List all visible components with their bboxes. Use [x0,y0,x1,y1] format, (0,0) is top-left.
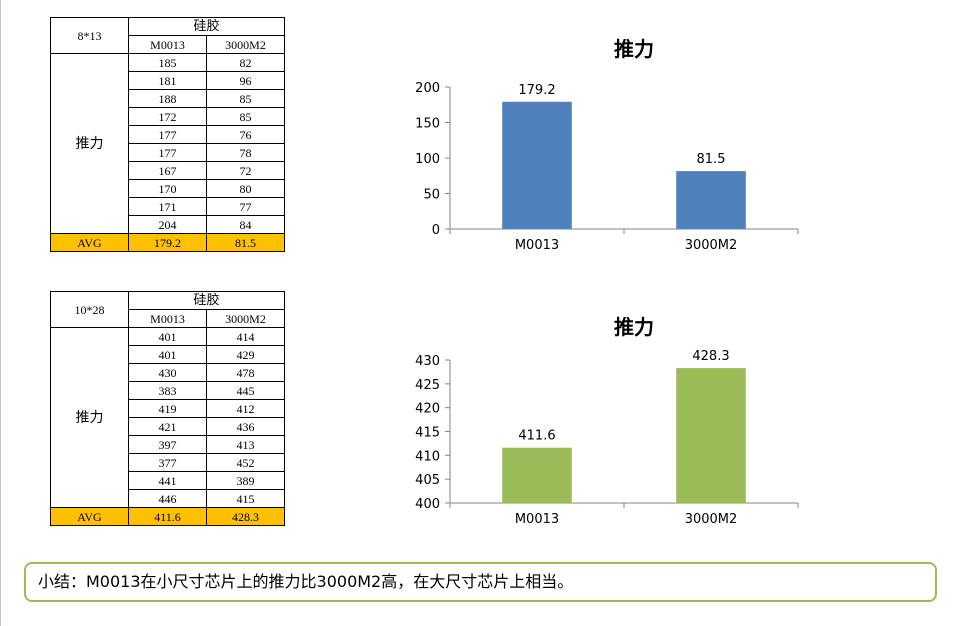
table-cell: 82 [206,53,285,72]
y-tick-label: 50 [423,188,440,203]
table-cell: 167 [128,161,207,180]
table-cell: 204 [128,215,207,234]
avg-cell-m0013: 179.2 [128,233,207,252]
table-cell: 181 [128,71,207,90]
table-cell: 414 [206,327,285,346]
x-tick-label: 3000M2 [685,238,738,253]
table-cell: 177 [128,143,207,162]
row-label-cell: 推力 [50,327,129,508]
y-tick-label: 150 [415,117,440,132]
table-cell: 412 [206,399,285,418]
table-cell: 419 [128,399,207,418]
table-cell: 177 [128,125,207,144]
y-tick-label: 200 [415,81,440,96]
table-cell: 401 [128,327,207,346]
summary-box: 小结：M0013在小尺寸芯片上的推力比3000M2高，在大尺寸芯片上相当。 [24,562,937,602]
data-label: 428.3 [692,349,729,364]
summary-text: 小结：M0013在小尺寸芯片上的推力比3000M2高，在大尺寸芯片上相当。 [38,572,574,591]
table-cell: 377 [128,453,207,472]
x-tick-label: M0013 [515,238,559,253]
y-tick-label: 430 [415,354,440,369]
table-cell: 383 [128,381,207,400]
table-cell: 96 [206,71,285,90]
table-cell: 84 [206,215,285,234]
column-header-3000m2: 3000M2 [206,35,285,54]
group-header-cell: 硅胶 [128,17,285,36]
bar [502,447,572,503]
size-label-cell: 8*13 [50,17,129,54]
table-cell: 446 [128,489,207,508]
y-tick-label: 420 [415,402,440,417]
push-force-bar-chart-small: 推力 0 50 100 150 200 179.2 M0013 81.5 3000M2 [415,37,799,253]
row-label-cell: 推力 [50,53,129,234]
table-cell: 478 [206,363,285,382]
left-edge-rule [0,0,1,626]
y-tick-label: 405 [415,473,440,488]
y-tick-label: 0 [432,223,440,238]
y-tick-label: 400 [415,497,440,512]
table-cell: 171 [128,197,207,216]
table-cell: 452 [206,453,285,472]
table-cell: 441 [128,471,207,490]
avg-label-cell: AVG [50,233,129,252]
column-header-m0013: M0013 [128,35,207,54]
y-tick-label: 410 [415,449,440,464]
bar [676,368,746,503]
table-cell: 80 [206,179,285,198]
table-cell: 397 [128,435,207,454]
table-cell: 170 [128,179,207,198]
table-cell: 85 [206,107,285,126]
bar [676,171,746,229]
chart-title: 推力 [614,37,654,61]
y-tick-label: 425 [415,378,440,393]
x-tick-label: 3000M2 [685,512,738,527]
table-cell: 85 [206,89,285,108]
table-cell: 76 [206,125,285,144]
table-cell: 430 [128,363,207,382]
push-force-bar-chart-large: 推力 400 405 410 415 420 425 430 411.6 M0013 428.3 30… [415,315,799,527]
group-header-cell: 硅胶 [128,291,285,310]
column-header-3000m2: 3000M2 [206,309,285,328]
table-cell: 78 [206,143,285,162]
table-cell: 401 [128,345,207,364]
table-cell: 421 [128,417,207,436]
x-tick-label: M0013 [515,512,559,527]
avg-cell-3000m2: 428.3 [206,507,285,526]
table-cell: 188 [128,89,207,108]
avg-cell-3000m2: 81.5 [206,233,285,252]
table-cell: 445 [206,381,285,400]
push-force-table-8x13: 8*13 硅胶 M0013 3000M2 推力 185 82 181 96 188… [50,17,285,252]
table-cell: 389 [206,471,285,490]
table-cell: 72 [206,161,285,180]
y-tick-label: 100 [415,152,440,167]
push-force-table-10x28: 10*28 硅胶 M0013 3000M2 推力 401 414 401 429 … [50,291,285,526]
table-cell: 77 [206,197,285,216]
table-cell: 172 [128,107,207,126]
avg-cell-m0013: 411.6 [128,507,207,526]
data-label: 411.6 [518,429,555,444]
table-cell: 415 [206,489,285,508]
table-cell: 185 [128,53,207,72]
avg-label-cell: AVG [50,507,129,526]
table-cell: 436 [206,417,285,436]
table-cell: 413 [206,435,285,454]
data-label: 81.5 [697,152,726,167]
column-header-m0013: M0013 [128,309,207,328]
size-label-cell: 10*28 [50,291,129,328]
data-label: 179.2 [518,83,555,98]
chart-title: 推力 [614,315,654,339]
table-cell: 429 [206,345,285,364]
bar [502,101,572,229]
y-tick-label: 415 [415,426,440,441]
